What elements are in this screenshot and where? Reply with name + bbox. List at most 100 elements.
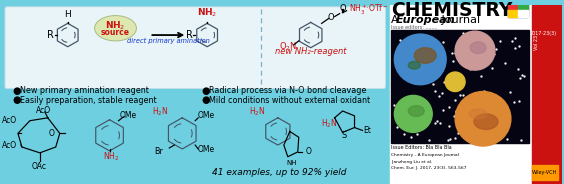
Point bbox=[514, 99, 523, 102]
Text: AcO: AcO bbox=[2, 116, 17, 125]
Point bbox=[462, 54, 471, 57]
Point bbox=[486, 93, 495, 96]
Point bbox=[491, 47, 500, 50]
Text: R: R bbox=[47, 30, 54, 40]
Point bbox=[445, 137, 454, 140]
Point bbox=[452, 110, 461, 113]
Text: NH$_3^+\!$·OTf$^-$: NH$_3^+\!$·OTf$^-$ bbox=[349, 3, 388, 17]
Point bbox=[477, 136, 486, 139]
Text: direct primary amination: direct primary amination bbox=[127, 38, 210, 44]
Point bbox=[401, 75, 410, 78]
Point bbox=[495, 119, 504, 122]
Ellipse shape bbox=[415, 48, 436, 63]
Point bbox=[518, 73, 527, 76]
Point bbox=[465, 67, 474, 70]
Text: Issue editors: ........: Issue editors: ........ bbox=[391, 25, 438, 30]
Bar bbox=[508, 3, 518, 10]
Point bbox=[459, 31, 468, 34]
Point bbox=[430, 90, 439, 93]
Point bbox=[426, 52, 435, 55]
Ellipse shape bbox=[95, 16, 136, 41]
Text: NH: NH bbox=[287, 160, 297, 166]
Point bbox=[517, 139, 526, 141]
Text: ●: ● bbox=[12, 95, 20, 105]
Point bbox=[488, 123, 497, 126]
Bar bbox=[391, 30, 529, 143]
Text: 41 examples, up to 92% yield: 41 examples, up to 92% yield bbox=[212, 168, 346, 177]
Point bbox=[396, 39, 405, 42]
Point bbox=[459, 93, 468, 96]
Text: Journal: Journal bbox=[438, 15, 481, 25]
Point bbox=[483, 37, 492, 40]
Point bbox=[474, 64, 483, 67]
Text: O: O bbox=[327, 13, 334, 22]
Bar bbox=[390, 5, 562, 184]
Point bbox=[426, 109, 435, 112]
Text: OMe: OMe bbox=[120, 111, 136, 120]
Point bbox=[456, 94, 465, 97]
Text: New primary amination reagent: New primary amination reagent bbox=[20, 86, 149, 95]
Point bbox=[428, 49, 437, 52]
Point bbox=[510, 100, 519, 103]
Point bbox=[479, 49, 488, 52]
Point bbox=[468, 56, 477, 59]
FancyBboxPatch shape bbox=[5, 7, 385, 89]
Point bbox=[417, 126, 426, 129]
Circle shape bbox=[394, 95, 432, 132]
Point bbox=[495, 39, 504, 42]
Text: Jianzhong Liu et al.: Jianzhong Liu et al. bbox=[391, 160, 433, 164]
Text: Chem. Eur. J. 2017, 23(3), 563-567: Chem. Eur. J. 2017, 23(3), 563-567 bbox=[391, 166, 467, 170]
Point bbox=[438, 92, 447, 95]
Text: CHEMISTRY: CHEMISTRY bbox=[391, 1, 513, 20]
Point bbox=[392, 125, 401, 128]
Point bbox=[513, 68, 522, 71]
Point bbox=[429, 83, 438, 86]
Text: S: S bbox=[342, 131, 347, 140]
Bar bbox=[508, 3, 528, 17]
Text: NH$_2$: NH$_2$ bbox=[103, 151, 120, 163]
Text: Easily preparation, stable reagent: Easily preparation, stable reagent bbox=[20, 96, 157, 105]
Point bbox=[425, 139, 434, 142]
Point bbox=[399, 132, 408, 135]
Circle shape bbox=[455, 31, 495, 70]
Text: Et: Et bbox=[363, 126, 371, 135]
Point bbox=[448, 59, 457, 62]
Text: AcO: AcO bbox=[2, 141, 17, 150]
Point bbox=[430, 40, 439, 43]
Text: Mild conditions without external oxidant: Mild conditions without external oxidant bbox=[209, 96, 370, 105]
Point bbox=[452, 85, 461, 88]
Point bbox=[444, 125, 453, 128]
Text: O: O bbox=[306, 147, 311, 156]
Point bbox=[469, 115, 478, 118]
Point bbox=[407, 136, 416, 139]
Point bbox=[485, 135, 494, 138]
Text: OMe: OMe bbox=[197, 111, 214, 120]
Text: O$_2$N: O$_2$N bbox=[279, 40, 297, 53]
Point bbox=[399, 57, 408, 60]
Point bbox=[510, 37, 519, 40]
Circle shape bbox=[445, 72, 465, 91]
Point bbox=[450, 98, 459, 101]
Point bbox=[438, 109, 447, 112]
Point bbox=[436, 122, 445, 125]
Point bbox=[406, 127, 415, 130]
Text: H$_2$N: H$_2$N bbox=[152, 106, 169, 118]
Point bbox=[478, 33, 487, 36]
Point bbox=[413, 133, 422, 136]
Point bbox=[455, 44, 464, 47]
Point bbox=[444, 139, 453, 142]
Point bbox=[489, 53, 498, 56]
Circle shape bbox=[394, 34, 446, 85]
Point bbox=[432, 120, 441, 123]
Point bbox=[446, 82, 455, 85]
Point bbox=[450, 52, 459, 55]
Point bbox=[484, 98, 494, 101]
Point bbox=[394, 114, 403, 117]
Point bbox=[389, 104, 398, 107]
Point bbox=[492, 122, 501, 125]
Text: new NH₂-reagent: new NH₂-reagent bbox=[275, 47, 346, 56]
Point bbox=[439, 40, 448, 43]
Point bbox=[459, 101, 468, 104]
Text: Br: Br bbox=[155, 147, 163, 156]
Point bbox=[477, 75, 486, 78]
